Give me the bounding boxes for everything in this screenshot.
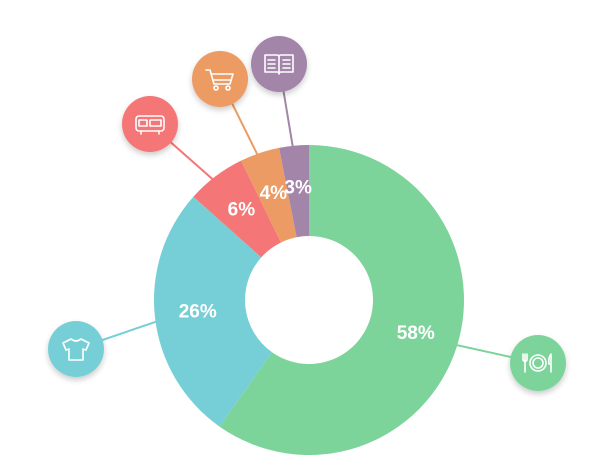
icon-circle — [510, 335, 566, 391]
slice — [219, 145, 465, 456]
icon-glyph — [62, 338, 90, 361]
category-icon — [251, 36, 307, 92]
category-icon — [510, 335, 566, 391]
icon-glyph — [205, 69, 234, 91]
category-icon — [48, 321, 104, 377]
value-label: 26% — [179, 302, 217, 323]
slice — [279, 145, 309, 238]
value-label: 6% — [228, 200, 256, 221]
category-icon — [192, 51, 248, 107]
icons — [48, 36, 566, 391]
slice — [241, 147, 297, 243]
icon-glyph — [264, 54, 294, 75]
value-label: 3% — [284, 178, 312, 199]
icon-circle — [48, 321, 104, 377]
value-label: 4% — [260, 183, 288, 204]
category-icon — [122, 96, 178, 152]
icon-glyph — [135, 115, 165, 135]
icon-glyph — [522, 353, 552, 373]
value-label: 58% — [397, 323, 435, 344]
icon-circle — [192, 51, 248, 107]
slice — [193, 160, 281, 258]
labels: 58% 26% 6%4%3% — [179, 178, 435, 344]
slices — [153, 145, 465, 456]
slice — [153, 196, 273, 427]
